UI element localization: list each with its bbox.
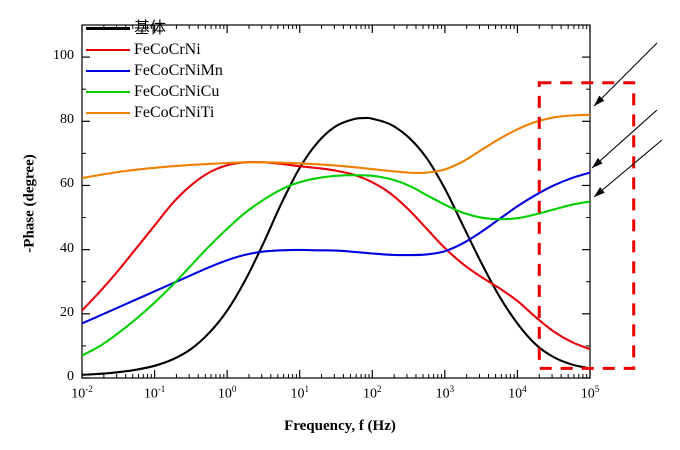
series-line-2 xyxy=(82,171,590,325)
legend-item-label: FeCoCrNiMn xyxy=(134,62,223,79)
legend: 基体 FeCoCrNi FeCoCrNiMn FeCoCrNiCu FeCoCrNiTi xyxy=(86,18,256,123)
y-tick-label: 60 xyxy=(60,176,74,192)
x-tick-label: 103 xyxy=(435,384,455,402)
y-tick-label: 80 xyxy=(60,112,74,128)
x-tick-label: 105 xyxy=(580,384,600,402)
x-tick-label: 101 xyxy=(290,384,309,402)
annotation-arrows xyxy=(591,42,663,198)
arrow-to-fecocrnimn-endpoint xyxy=(591,109,658,169)
legend-item-1[interactable]: FeCoCrNi xyxy=(86,39,256,60)
arrow-to-fecocrnicu-endpoint-head xyxy=(594,187,605,197)
y-tick-label: 100 xyxy=(53,48,74,64)
x-tick-label: 10-1 xyxy=(143,384,166,402)
arrow-to-fecocrniti-endpoint-head xyxy=(594,95,605,106)
legend-item-label: 基体 xyxy=(134,20,167,37)
legend-item-3[interactable]: FeCoCrNiCu xyxy=(86,81,256,102)
y-tick-label: 0 xyxy=(67,369,74,384)
data-series xyxy=(82,113,590,376)
x-tick-label: 102 xyxy=(363,384,382,402)
legend-swatch-line-icon xyxy=(86,69,130,72)
legend-item-label: FeCoCrNi xyxy=(134,41,201,58)
legend-swatch-line-icon xyxy=(86,111,130,114)
y-tick-label: 20 xyxy=(60,304,74,320)
arrow-to-fecocrniti-endpoint xyxy=(593,42,658,107)
legend-item-0[interactable]: 基体 xyxy=(86,18,256,39)
highlight-box xyxy=(537,81,636,370)
arrow-to-fecocrnicu-endpoint xyxy=(593,139,663,198)
x-tick-label: 100 xyxy=(217,384,237,402)
x-tick-label: 104 xyxy=(508,384,527,402)
legend-item-4[interactable]: FeCoCrNiTi xyxy=(86,102,256,123)
arrow-to-fecocrnimn-endpoint-head xyxy=(592,157,603,168)
legend-item-2[interactable]: FeCoCrNiMn xyxy=(86,60,256,81)
series-line-0 xyxy=(82,116,590,376)
legend-item-label: FeCoCrNiCu xyxy=(134,83,220,100)
high-frequency-region-box xyxy=(537,81,636,370)
series-line-4 xyxy=(82,113,590,180)
y-tick-label: 40 xyxy=(60,240,74,256)
x-axis-label: Frequency, f (Hz) xyxy=(284,418,396,434)
x-tick-label: 10-2 xyxy=(71,384,93,402)
series-line-3 xyxy=(82,174,590,357)
legend-swatch-line-icon xyxy=(86,90,130,93)
legend-swatch-line-icon xyxy=(86,48,130,51)
axis-ticks xyxy=(81,25,591,379)
legend-swatch-line-icon xyxy=(86,27,130,30)
y-axis-label: -Phase (degree) xyxy=(21,154,38,253)
series-line-1 xyxy=(82,161,590,351)
legend-item-label: FeCoCrNiTi xyxy=(134,104,215,121)
